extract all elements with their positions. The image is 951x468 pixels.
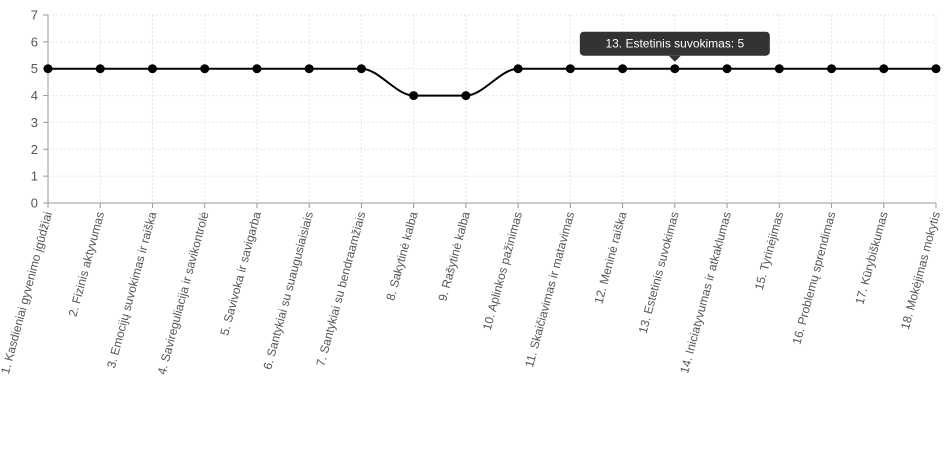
x-tick-label: 13. Estetinis suvokimas (636, 210, 682, 335)
data-point[interactable] (409, 91, 419, 101)
tooltip-text: 13. Estetinis suvokimas: 5 (605, 37, 744, 51)
x-tick-label: 16. Problemų sprendimas (790, 210, 839, 346)
series-line (47, 67, 936, 97)
data-point[interactable] (879, 64, 889, 74)
data-point[interactable] (356, 64, 366, 74)
x-tick-label: 1. Kasdieniai gyvenimo įgūdžiai (0, 210, 55, 375)
tooltip-caret (668, 55, 681, 62)
data-point[interactable] (722, 64, 732, 74)
data-point[interactable] (43, 64, 53, 74)
x-tick-label: 2. Fizinis aktyvumas (66, 210, 107, 318)
x-tick-label: 6. Santykiai su suaugusiaisiais (260, 210, 316, 371)
y-tick-label: 5 (31, 61, 38, 76)
x-tick-label: 9. Rašytinė kalba (435, 210, 472, 303)
x-tick-labels: 1. Kasdieniai gyvenimo įgūdžiai 2. Fizini… (0, 210, 943, 376)
data-point[interactable] (618, 64, 628, 74)
x-tick-label: 10. Aplinkos pažinimas (480, 210, 525, 332)
y-tick-label: 7 (31, 8, 38, 23)
y-tick-label: 2 (31, 142, 38, 157)
y-tick-label: 0 (31, 196, 38, 211)
data-point[interactable] (565, 64, 575, 74)
data-point[interactable] (304, 64, 314, 74)
data-point[interactable] (252, 64, 262, 74)
x-tick-label: 12. Meninė raiška (591, 210, 629, 305)
x-tick-label: 8. Sakytinė kalba (383, 210, 420, 302)
data-point[interactable] (95, 64, 105, 74)
data-point[interactable] (827, 64, 837, 74)
y-tick-label: 1 (31, 169, 38, 184)
data-point[interactable] (513, 64, 523, 74)
y-tick-labels: 0 1 2 3 4 5 6 7 (31, 8, 38, 211)
y-tick-label: 6 (31, 34, 38, 49)
grid-layer (48, 14, 937, 203)
x-tick-label: 3. Emocijų suvokimas ir raiška (104, 210, 159, 370)
axis-layer (43, 14, 937, 208)
x-tick-label: 7. Santykiai su bendraamžiais (314, 210, 369, 368)
data-point[interactable] (670, 64, 680, 74)
data-point[interactable] (931, 64, 941, 74)
data-point[interactable] (200, 64, 210, 74)
x-tick-label: 15. Tyrinėjimas (752, 210, 786, 291)
data-point[interactable] (147, 64, 157, 74)
x-tick-label: 18. Mokėjimas mokytis (898, 210, 943, 331)
data-tooltip: 13. Estetinis suvokimas: 5 (579, 31, 770, 62)
data-point[interactable] (461, 91, 471, 101)
y-tick-label: 3 (31, 115, 38, 130)
y-tick-label: 4 (31, 88, 38, 103)
x-tick-label: 4. Savireguliacija ir savikontrolė (155, 210, 212, 376)
x-tick-label: 17. Kūrybiškumas (852, 210, 890, 306)
data-points (43, 64, 941, 101)
tooltip-box (579, 31, 770, 56)
x-tick-label: 5. Savivoka ir savigarba (217, 210, 264, 337)
x-tick-label: 14. Iniciatyvumas ir atkaklumas (677, 210, 734, 375)
data-point[interactable] (774, 64, 784, 74)
x-tick-label: 11. Skaičiavimas ir matavimas (522, 210, 577, 369)
